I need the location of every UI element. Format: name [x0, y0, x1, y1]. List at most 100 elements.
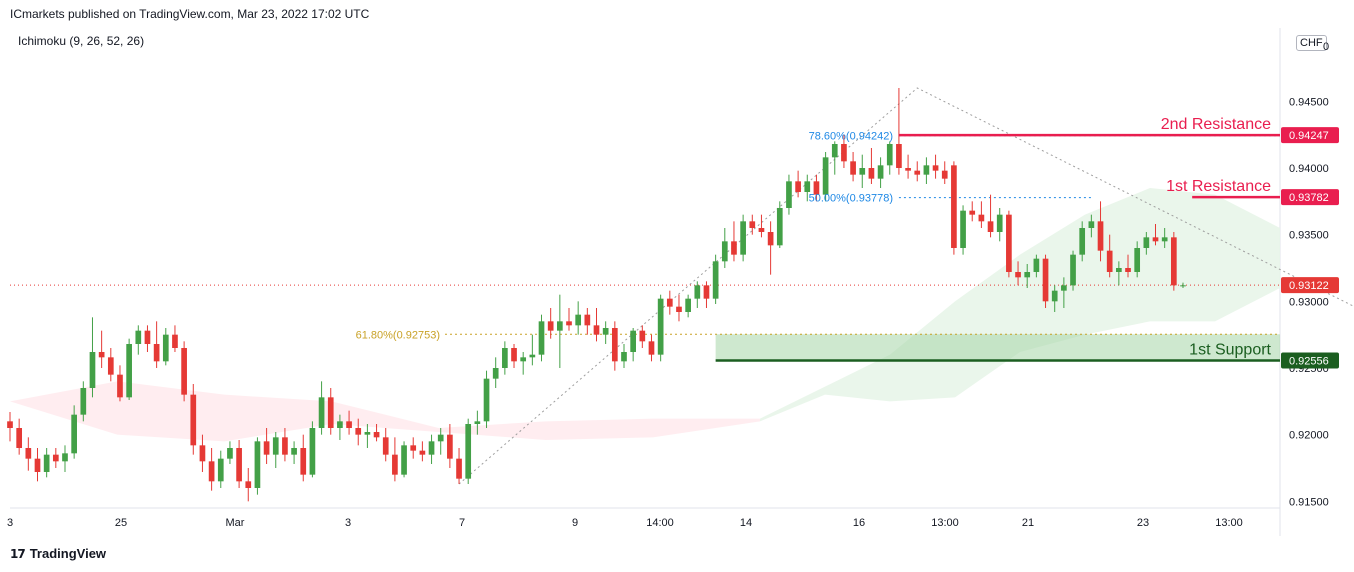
candle: [1070, 250, 1076, 291]
candle-body: [611, 328, 618, 362]
candle: [657, 294, 664, 362]
candle-body: [34, 458, 41, 472]
candle-body: [43, 454, 50, 472]
time-tick-label: 14: [740, 517, 752, 529]
candle: [1024, 264, 1031, 288]
fib-label: 78.60%(0.94242): [809, 131, 893, 143]
level-price-badge: 0.93782: [1289, 192, 1329, 204]
candle: [1088, 214, 1095, 238]
time-tick-label: 13:00: [1215, 517, 1243, 529]
candle-body: [969, 210, 976, 215]
candle-body: [831, 144, 838, 158]
candle-body: [199, 445, 206, 462]
candle: [456, 448, 462, 484]
candle: [886, 141, 893, 175]
candle: [16, 418, 23, 455]
candle-body: [584, 314, 591, 326]
candle: [181, 341, 187, 402]
candle-body: [126, 344, 132, 398]
current-price-badge-bg: [1281, 277, 1339, 294]
candle: [492, 357, 499, 388]
candle: [98, 330, 105, 368]
candle: [584, 308, 591, 335]
candle-body: [428, 441, 435, 455]
candle-body: [272, 437, 279, 455]
level-price-badge-bg: [1281, 189, 1339, 206]
candle: [1170, 232, 1177, 291]
footer-branding[interactable]: 17 TradingView: [10, 546, 106, 561]
candle-body: [456, 458, 462, 479]
candle: [630, 328, 636, 362]
candle-body: [1152, 237, 1159, 242]
candle-body: [1161, 237, 1168, 242]
candle: [337, 414, 343, 440]
candle: [731, 221, 737, 262]
currency-badge[interactable]: CHF: [1296, 35, 1327, 51]
candle: [566, 308, 572, 331]
candle-body: [282, 437, 288, 455]
candle-body: [117, 374, 123, 398]
candle: [300, 434, 307, 482]
time-tick-label: 25: [115, 517, 127, 529]
candle: [951, 161, 957, 255]
candle-body: [694, 285, 701, 299]
candle: [1152, 224, 1159, 246]
candle: [382, 428, 389, 462]
candle: [932, 154, 939, 179]
candle: [117, 365, 123, 402]
candle-body: [914, 170, 921, 175]
candle-body: [905, 168, 911, 171]
candle-body: [813, 181, 820, 195]
candle-body: [474, 421, 481, 424]
candle-body: [776, 208, 783, 246]
ichimoku-cloud-green: [760, 188, 1280, 422]
candle-body: [859, 168, 866, 175]
candle-body: [1143, 237, 1150, 248]
candle-body: [373, 432, 380, 438]
candle-body: [941, 170, 948, 179]
indicator-label[interactable]: Ichimoku (9, 26, 52, 26): [18, 34, 145, 48]
candle: [685, 294, 691, 318]
candle: [89, 317, 96, 398]
candle: [804, 174, 811, 202]
candle: [208, 448, 215, 491]
candle-body: [254, 441, 261, 488]
candle: [822, 152, 829, 202]
candle: [1061, 277, 1067, 308]
candle: [941, 161, 948, 184]
candle: [309, 421, 316, 478]
candle-body: [1015, 272, 1021, 278]
candle-body: [731, 241, 737, 255]
candle: [107, 348, 114, 382]
candle-body: [1033, 258, 1040, 272]
candle-body: [740, 221, 746, 255]
candle-body: [1051, 290, 1058, 302]
candle-body: [1106, 250, 1113, 272]
candle-body: [547, 321, 554, 331]
candle: [162, 328, 169, 366]
candle: [694, 281, 701, 308]
candle: [676, 294, 682, 322]
candle: [447, 424, 453, 468]
candle: [813, 174, 820, 202]
candle: [859, 154, 866, 188]
candle: [593, 308, 600, 342]
candle-body: [502, 348, 508, 368]
candle: [557, 294, 563, 368]
level-name-label: 2nd Resistance: [1161, 116, 1271, 133]
candle: [373, 424, 380, 442]
candle: [199, 434, 206, 472]
level-price-badge: 0.94247: [1289, 130, 1329, 142]
price-tick-label: 0: [1323, 41, 1329, 53]
candle-body: [355, 428, 362, 435]
candle: [1106, 234, 1113, 278]
level-name-label: 1st Support: [1189, 342, 1271, 359]
candle-body: [758, 228, 765, 232]
candle: [868, 148, 875, 184]
candle: [795, 170, 801, 198]
candle-body: [593, 325, 600, 335]
candle: [602, 321, 609, 344]
ichimoku-cloud-red: [10, 381, 760, 442]
level-price-badge-bg: [1281, 127, 1339, 144]
